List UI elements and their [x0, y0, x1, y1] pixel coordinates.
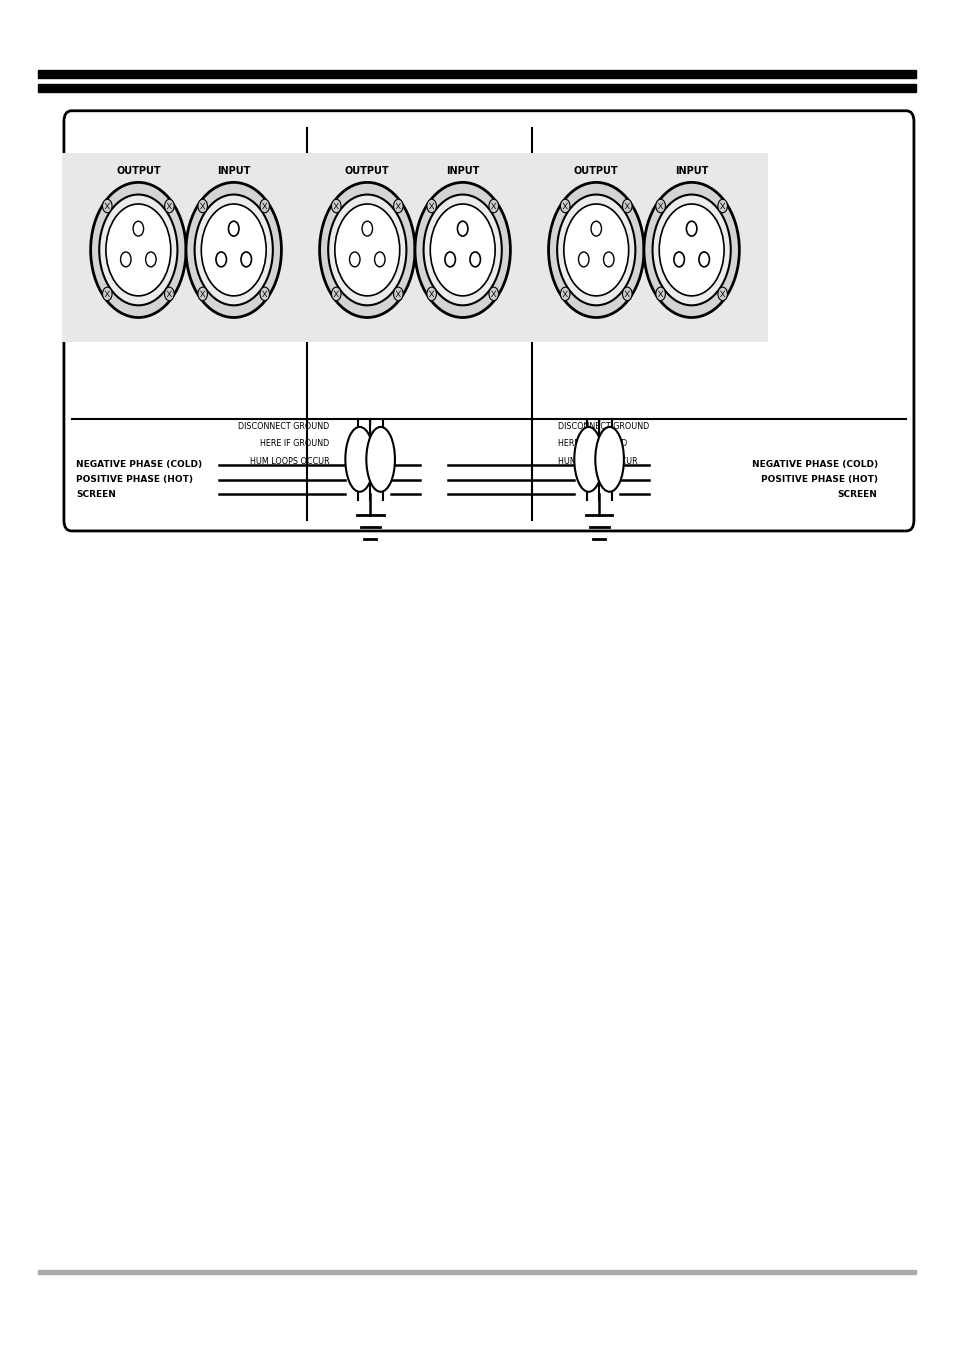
- Circle shape: [215, 253, 226, 267]
- Circle shape: [197, 288, 207, 301]
- Text: OUTPUT: OUTPUT: [574, 166, 618, 176]
- Text: NEGATIVE PHASE (COLD): NEGATIVE PHASE (COLD): [751, 461, 877, 469]
- Circle shape: [99, 195, 177, 305]
- Circle shape: [718, 288, 727, 301]
- Circle shape: [559, 288, 569, 301]
- Circle shape: [622, 288, 632, 301]
- Bar: [386, 153, 538, 342]
- Text: HERE IF GROUND: HERE IF GROUND: [558, 439, 627, 449]
- Circle shape: [319, 182, 415, 317]
- Circle shape: [228, 222, 238, 236]
- Circle shape: [241, 253, 252, 267]
- Text: INPUT: INPUT: [675, 166, 707, 176]
- Circle shape: [603, 253, 614, 267]
- Circle shape: [590, 222, 600, 236]
- Circle shape: [349, 253, 359, 267]
- Circle shape: [456, 222, 467, 236]
- Ellipse shape: [595, 427, 623, 492]
- Bar: [62, 153, 214, 342]
- Text: INPUT: INPUT: [217, 166, 250, 176]
- Circle shape: [673, 253, 683, 267]
- Circle shape: [328, 195, 406, 305]
- Circle shape: [331, 199, 340, 212]
- Text: HERE IF GROUND: HERE IF GROUND: [259, 439, 329, 449]
- Text: OUTPUT: OUTPUT: [116, 166, 160, 176]
- Circle shape: [430, 204, 495, 296]
- Circle shape: [165, 199, 174, 212]
- Circle shape: [331, 288, 340, 301]
- Circle shape: [146, 253, 156, 267]
- Circle shape: [426, 288, 436, 301]
- Text: POSITIVE PHASE (HOT): POSITIVE PHASE (HOT): [760, 476, 877, 484]
- Circle shape: [106, 204, 171, 296]
- Circle shape: [102, 199, 112, 212]
- Circle shape: [394, 288, 403, 301]
- Circle shape: [659, 204, 723, 296]
- Circle shape: [699, 253, 709, 267]
- FancyBboxPatch shape: [64, 111, 913, 531]
- Circle shape: [489, 288, 498, 301]
- Circle shape: [557, 195, 635, 305]
- Circle shape: [415, 182, 510, 317]
- Circle shape: [102, 288, 112, 301]
- Bar: [38, 70, 915, 78]
- Circle shape: [201, 204, 266, 296]
- Circle shape: [655, 199, 664, 212]
- Circle shape: [622, 199, 632, 212]
- Circle shape: [444, 253, 455, 267]
- Bar: [291, 153, 443, 342]
- Text: NEGATIVE PHASE (COLD): NEGATIVE PHASE (COLD): [76, 461, 202, 469]
- Bar: [615, 153, 767, 342]
- Text: INPUT: INPUT: [446, 166, 478, 176]
- Bar: [38, 84, 915, 92]
- Circle shape: [91, 182, 186, 317]
- Text: DISCONNECT GROUND: DISCONNECT GROUND: [237, 422, 329, 431]
- Circle shape: [652, 195, 730, 305]
- Circle shape: [260, 288, 270, 301]
- Text: SCREEN: SCREEN: [76, 490, 116, 499]
- Bar: [519, 153, 672, 342]
- Bar: [38, 1270, 915, 1274]
- Circle shape: [489, 199, 498, 212]
- Circle shape: [470, 253, 480, 267]
- Bar: [157, 153, 310, 342]
- Text: DISCONNECT GROUND: DISCONNECT GROUND: [558, 422, 649, 431]
- Circle shape: [361, 222, 373, 236]
- Text: HUM LOOPS OCCUR: HUM LOOPS OCCUR: [558, 457, 637, 466]
- Circle shape: [120, 253, 131, 267]
- Circle shape: [655, 288, 664, 301]
- Circle shape: [335, 204, 399, 296]
- Text: HUM LOOPS OCCUR: HUM LOOPS OCCUR: [250, 457, 329, 466]
- Text: POSITIVE PHASE (HOT): POSITIVE PHASE (HOT): [76, 476, 193, 484]
- Circle shape: [578, 253, 588, 267]
- Ellipse shape: [574, 427, 602, 492]
- Circle shape: [559, 199, 569, 212]
- Ellipse shape: [345, 427, 374, 492]
- Circle shape: [197, 199, 207, 212]
- Circle shape: [186, 182, 281, 317]
- Text: OUTPUT: OUTPUT: [345, 166, 389, 176]
- Circle shape: [643, 182, 739, 317]
- Circle shape: [132, 222, 143, 236]
- Ellipse shape: [366, 427, 395, 492]
- Circle shape: [426, 199, 436, 212]
- Circle shape: [718, 199, 727, 212]
- Circle shape: [165, 288, 174, 301]
- Circle shape: [563, 204, 628, 296]
- Circle shape: [375, 253, 385, 267]
- Circle shape: [685, 222, 696, 236]
- Circle shape: [260, 199, 270, 212]
- Circle shape: [394, 199, 403, 212]
- Circle shape: [548, 182, 643, 317]
- Circle shape: [423, 195, 501, 305]
- Text: SCREEN: SCREEN: [837, 490, 877, 499]
- Circle shape: [194, 195, 273, 305]
